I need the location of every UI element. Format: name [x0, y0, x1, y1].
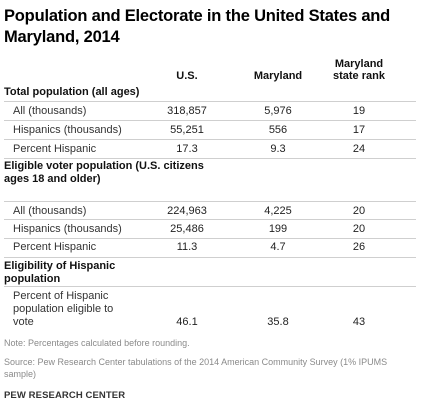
row-label: Hispanics (thousands)	[13, 223, 122, 235]
row-label: All (thousands)	[13, 105, 87, 117]
cell-us: 17.3	[176, 143, 198, 155]
table-note: Note: Percentages calculated before roun…	[4, 338, 190, 348]
section-divider	[4, 158, 416, 159]
cell-rank: 17	[352, 124, 366, 136]
row-divider	[4, 139, 416, 140]
row-label: Percent Hispanic	[13, 241, 97, 253]
row-label: Percent Hispanic	[13, 143, 97, 155]
cell-maryland: 35.8	[267, 316, 289, 328]
row-label: All (thousands)	[13, 205, 87, 217]
cell-maryland: 9.3	[270, 143, 286, 155]
section-heading-total-population: Total population (all ages)	[4, 86, 140, 98]
cell-maryland: 4,225	[264, 205, 292, 217]
cell-rank: 20	[352, 223, 366, 235]
cell-maryland: 4.7	[270, 241, 286, 253]
section-divider	[4, 257, 416, 258]
column-header-state-rank: Maryland state rank	[333, 58, 385, 82]
brand-credit: PEW RESEARCH CENTER	[4, 390, 126, 401]
row-divider	[4, 120, 416, 121]
cell-rank: 19	[352, 105, 366, 117]
column-header-us: U.S.	[176, 70, 198, 82]
cell-us: 55,251	[170, 124, 204, 136]
column-header-maryland: Maryland	[253, 70, 303, 82]
cell-us: 25,486	[170, 223, 204, 235]
cell-us: 318,857	[167, 105, 207, 117]
row-divider	[4, 101, 416, 102]
page-title: Population and Electorate in the United …	[4, 7, 391, 46]
row-divider	[4, 238, 416, 239]
row-label: Hispanics (thousands)	[13, 124, 122, 136]
section-heading-eligible-voters: Eligible voter population (U.S. citizens…	[4, 160, 204, 185]
cell-maryland: 556	[268, 124, 288, 136]
cell-us: 46.1	[176, 316, 198, 328]
section-heading-eligibility: Eligibility of Hispanic population	[4, 260, 116, 285]
row-divider	[4, 286, 416, 287]
cell-us: 224,963	[167, 205, 207, 217]
row-divider	[4, 219, 416, 220]
cell-rank: 24	[352, 143, 366, 155]
cell-maryland: 5,976	[264, 105, 292, 117]
cell-maryland: 199	[268, 223, 288, 235]
source-note: Source: Pew Research Center tabulations …	[4, 357, 388, 379]
cell-us: 11.3	[176, 241, 198, 253]
cell-rank: 43	[352, 316, 366, 328]
cell-rank: 26	[352, 241, 366, 253]
cell-rank: 20	[352, 205, 366, 217]
row-label: Percent of Hispanic population eligible …	[13, 290, 114, 328]
row-divider	[4, 201, 416, 202]
